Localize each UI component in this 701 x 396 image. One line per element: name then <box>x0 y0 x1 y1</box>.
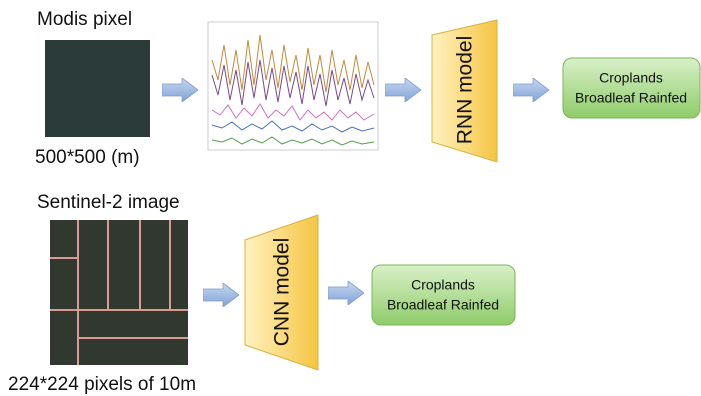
output-box <box>563 58 700 118</box>
input-caption: 500*500 (m) <box>35 147 140 168</box>
time-series <box>208 22 378 150</box>
model-label: CNN model <box>271 238 294 347</box>
arrow <box>385 78 421 102</box>
output-line: Broadleaf Rainfed <box>387 297 499 313</box>
diagram: Modis pixel 500*500 (m) RNN model Cropla… <box>0 0 701 396</box>
arrow <box>328 281 364 305</box>
arrow <box>513 78 549 102</box>
input-title: Modis pixel <box>37 9 132 30</box>
sentinel-image <box>50 220 188 365</box>
input-title: Sentinel-2 image <box>37 192 180 213</box>
output-line: Croplands <box>599 70 663 86</box>
output-line: Broadleaf Rainfed <box>575 90 687 106</box>
arrow <box>203 283 239 307</box>
output-box <box>372 265 515 325</box>
input-caption: 224*224 pixels of 10m <box>8 374 196 395</box>
modis-pixel <box>45 40 150 137</box>
output-line: Croplands <box>411 277 475 293</box>
arrow <box>162 78 198 102</box>
model-label: RNN model <box>454 36 477 145</box>
